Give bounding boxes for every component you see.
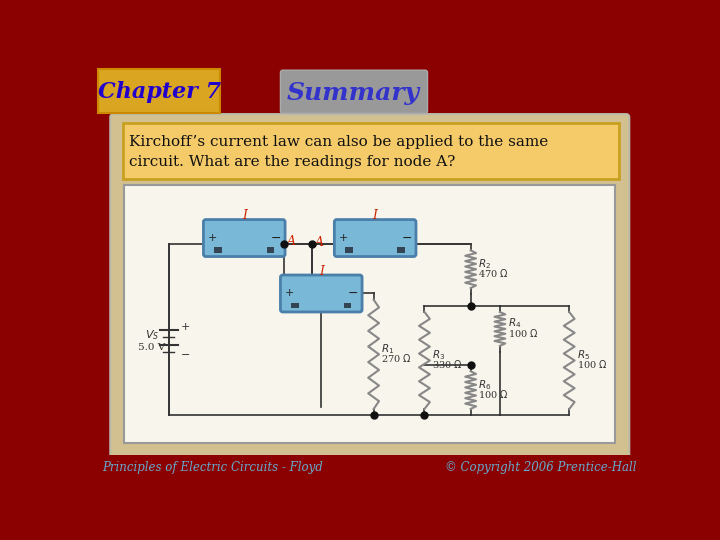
Bar — [92, 439, 647, 453]
Text: 100 $\Omega$: 100 $\Omega$ — [577, 359, 608, 370]
Bar — [92, 134, 647, 148]
Text: A: A — [315, 236, 324, 249]
Bar — [92, 204, 647, 217]
Bar — [92, 356, 647, 370]
Bar — [92, 314, 647, 328]
Bar — [92, 217, 647, 231]
Text: Summary: Summary — [287, 80, 420, 105]
Text: © Copyright 2006 Prentice-Hall: © Copyright 2006 Prentice-Hall — [446, 461, 637, 474]
Bar — [124, 185, 616, 443]
Bar — [92, 65, 647, 79]
Text: A: A — [287, 235, 297, 248]
Text: 330 $\Omega$: 330 $\Omega$ — [432, 359, 463, 370]
Bar — [122, 123, 619, 179]
FancyBboxPatch shape — [204, 220, 285, 256]
Text: Kirchoff’s current law can also be applied to the same
circuit. What are the rea: Kirchoff’s current law can also be appli… — [129, 135, 548, 168]
Text: Chapter 7: Chapter 7 — [98, 81, 221, 103]
Bar — [92, 328, 647, 342]
Bar — [92, 273, 647, 287]
Bar — [92, 79, 647, 92]
Bar — [92, 162, 647, 176]
Bar — [92, 467, 647, 481]
Text: +: + — [208, 233, 217, 243]
Text: +: + — [285, 288, 294, 299]
Bar — [92, 397, 647, 411]
Bar — [92, 259, 647, 273]
Text: $R_2$: $R_2$ — [478, 257, 491, 271]
Text: I: I — [373, 209, 378, 222]
Bar — [92, 190, 647, 204]
Bar — [215, 247, 222, 253]
Text: $R_3$: $R_3$ — [432, 348, 446, 362]
Text: I: I — [242, 209, 247, 222]
Bar — [92, 245, 647, 259]
Text: −: − — [180, 350, 190, 360]
Bar — [266, 247, 274, 253]
Bar — [92, 92, 647, 106]
Text: $R_6$: $R_6$ — [478, 378, 492, 392]
FancyBboxPatch shape — [334, 220, 416, 256]
Text: 100 $\Omega$: 100 $\Omega$ — [508, 327, 539, 339]
Text: +: + — [180, 322, 190, 332]
Bar — [345, 247, 353, 253]
Text: 5.0 V: 5.0 V — [138, 342, 166, 352]
Text: −: − — [271, 232, 281, 245]
Text: +: + — [339, 233, 348, 243]
Bar — [92, 383, 647, 397]
Bar — [291, 303, 299, 308]
Bar — [92, 455, 647, 481]
Text: 100 $\Omega$: 100 $\Omega$ — [478, 388, 509, 400]
Bar — [92, 287, 647, 300]
Bar — [92, 453, 647, 467]
Bar — [92, 148, 647, 162]
Bar — [92, 231, 647, 245]
Bar — [92, 300, 647, 314]
Text: 470 $\Omega$: 470 $\Omega$ — [478, 267, 509, 279]
Bar — [92, 342, 647, 356]
Text: −: − — [348, 287, 358, 300]
Bar — [92, 411, 647, 425]
Text: Principles of Electric Circuits - Floyd: Principles of Electric Circuits - Floyd — [102, 461, 323, 474]
Bar — [397, 247, 405, 253]
FancyBboxPatch shape — [110, 114, 629, 465]
Text: 270 $\Omega$: 270 $\Omega$ — [382, 352, 412, 364]
Bar — [92, 106, 647, 120]
Bar — [92, 120, 647, 134]
FancyBboxPatch shape — [98, 69, 220, 112]
Text: −: − — [402, 232, 412, 245]
Bar — [92, 370, 647, 383]
FancyBboxPatch shape — [281, 70, 428, 113]
Bar — [343, 303, 351, 308]
Text: $R_1$: $R_1$ — [382, 342, 395, 356]
Bar — [92, 425, 647, 439]
Bar — [92, 176, 647, 190]
Text: I: I — [319, 265, 324, 278]
Text: $R_4$: $R_4$ — [508, 316, 521, 330]
Text: $R_5$: $R_5$ — [577, 348, 590, 362]
Text: $V_S$: $V_S$ — [145, 328, 159, 342]
FancyBboxPatch shape — [281, 275, 362, 312]
